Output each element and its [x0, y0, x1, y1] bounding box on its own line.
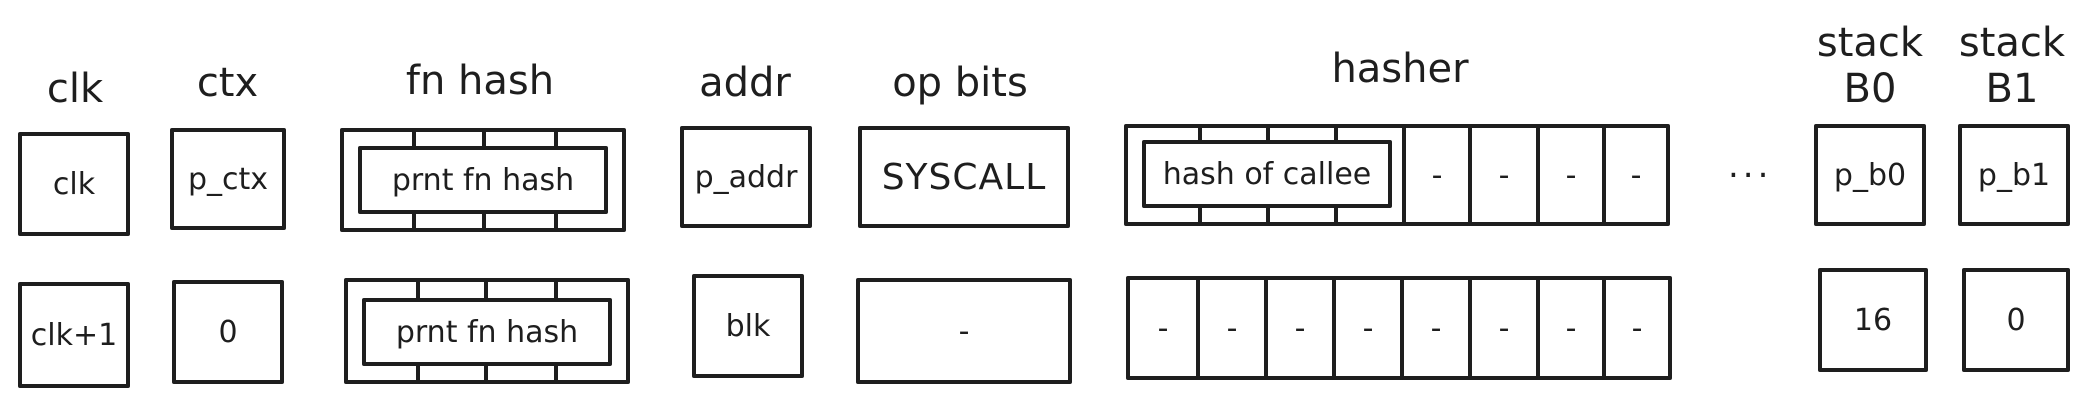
header-stack-b0: stack B0 [1810, 20, 1930, 112]
row1-ctx-cell: p_ctx [170, 128, 286, 230]
row2-hasher-divider [1536, 280, 1540, 376]
row1-addr-cell: p_addr [680, 126, 812, 228]
row2-hasher-cell: - [1498, 310, 1510, 346]
header-addr: addr [699, 60, 791, 106]
row2-hasher-divider [1264, 280, 1268, 376]
row1-hasher-divider [1602, 128, 1606, 222]
row2-hasher-divider [1468, 280, 1472, 376]
row2-fn-hash-inner: prnt fn hash [362, 298, 612, 366]
row2-ctx-cell: 0 [172, 280, 284, 384]
row1-hasher-cell: - [1565, 157, 1577, 193]
row1-hasher-divider [1468, 128, 1472, 222]
row2-hasher-divider [1602, 280, 1606, 376]
row2-hasher-cell: - [1157, 310, 1169, 346]
header-stack-b1-line2: B1 [1985, 66, 2039, 112]
row1-hasher-cell: - [1630, 157, 1642, 193]
row2-hasher-cell: - [1226, 310, 1238, 346]
header-op-bits: op bits [892, 60, 1028, 106]
header-stack-b1: stack B1 [1952, 20, 2072, 112]
header-stack-b0-line2: B0 [1843, 66, 1897, 112]
row2-stack-b0-cell: 16 [1818, 268, 1928, 372]
row2-hasher-divider [1196, 280, 1200, 376]
row1-op-bits-cell: SYSCALL [858, 126, 1070, 228]
row1-hasher-divider [1402, 128, 1406, 222]
header-clk: clk [46, 66, 104, 112]
row1-fn-hash-outer: prnt fn hash [340, 128, 626, 232]
row1-clk-cell: clk [18, 132, 130, 236]
row1-hasher-first-cell: hash of callee [1142, 140, 1392, 208]
row2-hasher-cell: - [1430, 310, 1442, 346]
row1-hasher-outer: hash of callee - - - - [1124, 124, 1670, 226]
row1-hasher-cell: - [1498, 157, 1510, 193]
row2-addr-cell: blk [692, 274, 804, 378]
row2-hasher-cell: - [1294, 310, 1306, 346]
row2-hasher-cell: - [1565, 310, 1577, 346]
row2-hasher-cell: - [1362, 310, 1374, 346]
ellipsis: ... [1728, 146, 1773, 186]
row2-hasher-cell: - [1631, 310, 1643, 346]
row2-clk-cell: clk+1 [18, 282, 130, 388]
row2-hasher-outer: - - - - - - - - [1126, 276, 1672, 380]
header-stack-b1-line1: stack [1958, 20, 2066, 66]
header-ctx: ctx [196, 60, 259, 106]
header-stack-b0-line1: stack [1816, 20, 1924, 66]
row1-hasher-divider [1536, 128, 1540, 222]
row1-hasher-cell: - [1431, 157, 1443, 193]
row2-op-bits-cell: - [856, 278, 1072, 384]
row1-fn-hash-inner: prnt fn hash [358, 146, 608, 214]
row1-stack-b1-cell: p_b1 [1958, 124, 2070, 226]
row2-hasher-divider [1332, 280, 1336, 376]
header-hasher: hasher [1331, 46, 1469, 92]
row2-hasher-divider [1400, 280, 1404, 376]
row2-stack-b1-cell: 0 [1962, 268, 2070, 372]
row1-stack-b0-cell: p_b0 [1814, 124, 1926, 226]
row2-fn-hash-outer: prnt fn hash [344, 278, 630, 384]
header-fn-hash: fn hash [405, 58, 555, 104]
